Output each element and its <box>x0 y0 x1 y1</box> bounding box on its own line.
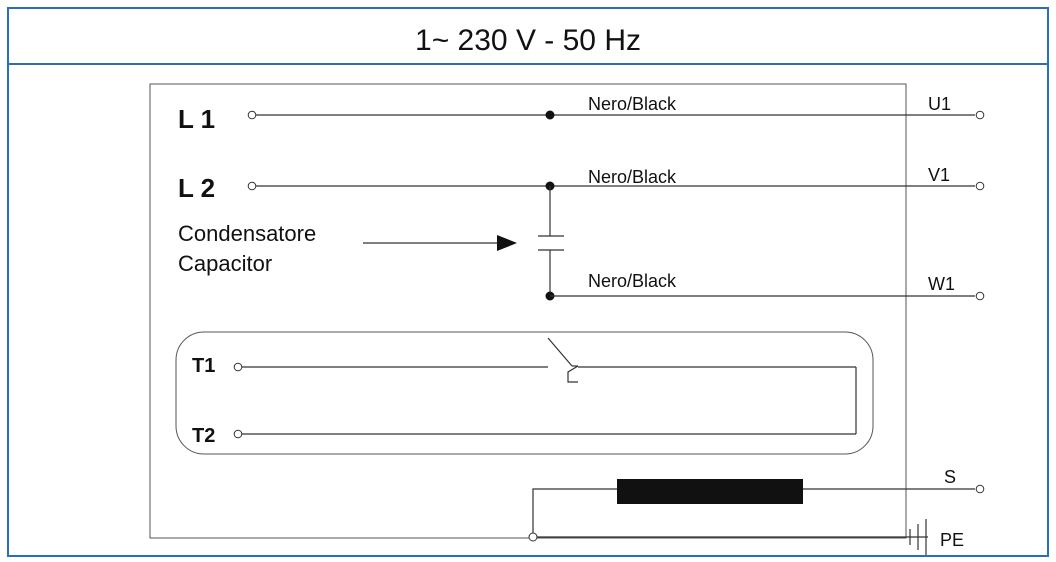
output-v1-label: V1 <box>928 165 950 185</box>
diagram-title: 1~ 230 V - 50 Hz <box>415 24 641 57</box>
motor-box <box>149 83 907 539</box>
capacitor-label-en: Capacitor <box>178 251 272 276</box>
input-l2-label: L 2 <box>178 173 215 203</box>
thermal-t2-label: T2 <box>192 425 215 447</box>
input-l1-terminal <box>247 110 257 120</box>
junction-l1 <box>545 110 555 120</box>
thermal-t2-terminal <box>233 429 243 439</box>
capacitor-label-it: Condensatore <box>178 221 316 246</box>
output-w1-label: W1 <box>928 274 955 294</box>
output-u1-terminal <box>975 110 985 120</box>
thermal-t1-label: T1 <box>192 355 215 377</box>
wire-label-u1: Nero/Black <box>588 94 677 114</box>
input-l2-terminal <box>247 181 257 191</box>
output-pe-label: PE <box>940 530 964 550</box>
output-w1-terminal <box>975 291 985 301</box>
thermal-t1-terminal <box>233 362 243 372</box>
heater-lead-left <box>532 488 617 537</box>
wire-label-w1: Nero/Black <box>588 271 677 291</box>
wire-label-v1: Nero/Black <box>588 167 677 187</box>
thermal-switch-blade <box>547 337 573 367</box>
output-s-terminal <box>975 484 985 494</box>
output-s-label: S <box>944 467 956 487</box>
heater-element <box>617 479 803 504</box>
output-u1-label: U1 <box>928 94 951 114</box>
thermal-switch-bimetal <box>567 365 579 383</box>
output-v1-terminal <box>975 181 985 191</box>
ground-junction-terminal <box>528 532 538 542</box>
thermal-protector-box <box>175 331 874 455</box>
outer-border <box>7 7 1049 557</box>
capacitor-arrow-icon <box>497 235 517 251</box>
input-l1-label: L 1 <box>178 104 215 134</box>
